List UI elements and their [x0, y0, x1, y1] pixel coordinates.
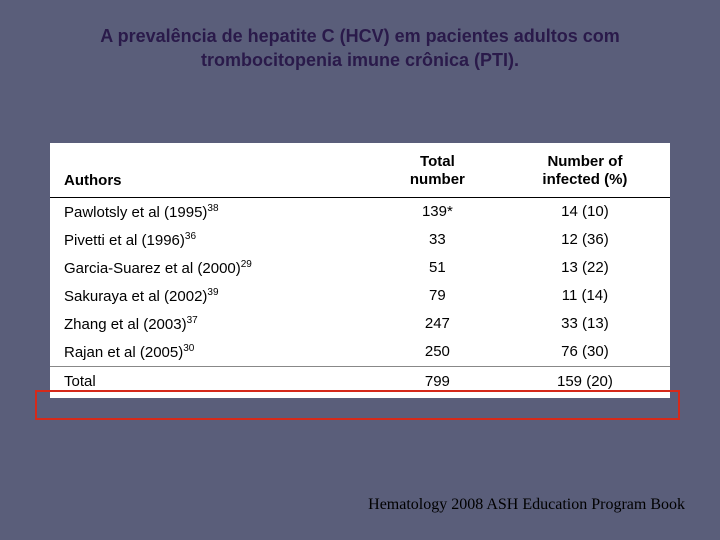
cell-infected: 33 (13): [500, 310, 670, 338]
col-header-infected-line2: infected (%): [542, 171, 627, 188]
col-header-authors: Authors: [50, 143, 375, 198]
cell-total-infected: 159 (20): [500, 366, 670, 398]
cell-total: 51: [375, 254, 500, 282]
cell-author: Pawlotsly et al (1995)38: [50, 197, 375, 226]
cell-author: Pivetti et al (1996)36: [50, 226, 375, 254]
cell-total: 79: [375, 282, 500, 310]
cell-author: Rajan et al (2005)30: [50, 338, 375, 367]
table-container: Authors Total number Number of infected …: [50, 143, 670, 398]
cell-infected: 13 (22): [500, 254, 670, 282]
cell-author: Garcia-Suarez et al (2000)29: [50, 254, 375, 282]
cell-total: 139*: [375, 197, 500, 226]
table-total-row: Total799159 (20): [50, 366, 670, 398]
table-body: Pawlotsly et al (1995)38139*14 (10)Pivet…: [50, 197, 670, 398]
prevalence-table: Authors Total number Number of infected …: [50, 143, 670, 398]
table-row: Rajan et al (2005)3025076 (30): [50, 338, 670, 367]
table-row: Pivetti et al (1996)363312 (36): [50, 226, 670, 254]
cell-total-label: Total: [50, 366, 375, 398]
col-header-total: Total number: [375, 143, 500, 198]
cell-total: 33: [375, 226, 500, 254]
citation-text: Hematology 2008 ASH Education Program Bo…: [368, 496, 685, 514]
cell-infected: 12 (36): [500, 226, 670, 254]
cell-infected: 14 (10): [500, 197, 670, 226]
cell-infected: 11 (14): [500, 282, 670, 310]
cell-total: 250: [375, 338, 500, 367]
table-row: Garcia-Suarez et al (2000)295113 (22): [50, 254, 670, 282]
col-header-total-line1: Total: [420, 153, 455, 170]
col-header-total-line2: number: [410, 171, 465, 188]
table-row: Zhang et al (2003)3724733 (13): [50, 310, 670, 338]
cell-infected: 76 (30): [500, 338, 670, 367]
table-row: Pawlotsly et al (1995)38139*14 (10): [50, 197, 670, 226]
cell-author: Sakuraya et al (2002)39: [50, 282, 375, 310]
cell-total-sum: 799: [375, 366, 500, 398]
slide-title: A prevalência de hepatite C (HCV) em pac…: [0, 0, 720, 83]
table-header-row: Authors Total number Number of infected …: [50, 143, 670, 198]
col-header-infected: Number of infected (%): [500, 143, 670, 198]
cell-author: Zhang et al (2003)37: [50, 310, 375, 338]
table-row: Sakuraya et al (2002)397911 (14): [50, 282, 670, 310]
col-header-infected-line1: Number of: [547, 153, 622, 170]
cell-total: 247: [375, 310, 500, 338]
